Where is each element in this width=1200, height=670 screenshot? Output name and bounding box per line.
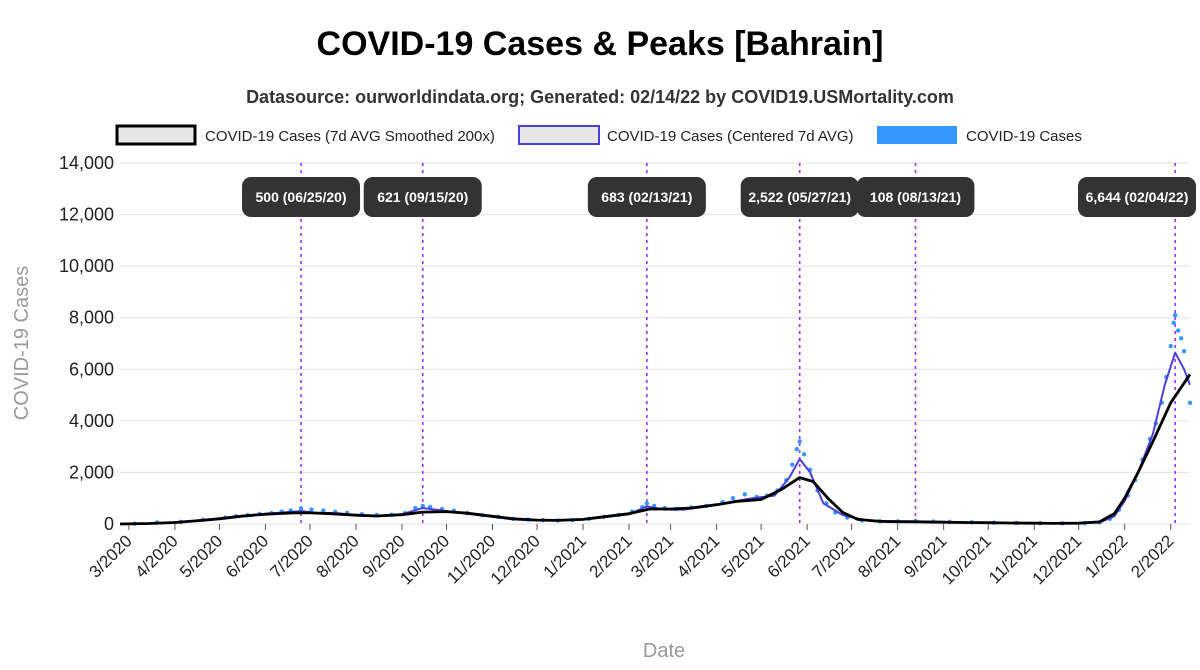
x-tick-label: 10/2020 <box>396 531 453 588</box>
peak-label: 108 (08/13/21) <box>856 177 975 217</box>
legend-label-cases: COVID-19 Cases <box>966 128 1082 145</box>
x-tick-label: 6/2020 <box>222 531 272 581</box>
case-point <box>797 439 802 444</box>
case-point <box>742 492 747 497</box>
peak-labels: 500 (06/25/20) 621 (09/15/20) 683 (02/13/2… <box>242 177 1196 217</box>
x-tick-label: 2/2022 <box>1127 531 1177 581</box>
x-tick-label: 1/2021 <box>540 531 590 581</box>
case-point <box>1181 349 1187 354</box>
case-point <box>309 507 314 512</box>
case-point <box>790 462 795 467</box>
peak-label-text: 2,522 (05/27/21) <box>748 189 851 205</box>
y-tick-label: 6,000 <box>69 359 114 379</box>
case-point <box>321 508 326 513</box>
case-point <box>420 503 425 509</box>
x-tick-label: 2/2021 <box>586 531 636 581</box>
case-point <box>644 501 650 506</box>
x-tick-label: 3/2021 <box>627 531 677 581</box>
case-point <box>794 447 799 452</box>
x-tick-label: 10/2021 <box>938 531 995 588</box>
x-tick-label: 4/2020 <box>132 531 182 581</box>
y-axis-title: COVID-19 Cases <box>11 266 33 421</box>
legend-swatch-smoothed <box>115 124 197 146</box>
peak-label: 500 (06/25/20) <box>242 177 361 217</box>
x-tick-label: 12/2020 <box>487 531 544 588</box>
cases-scatter <box>132 312 1193 526</box>
peak-label-box <box>1078 177 1196 217</box>
legend-swatch-centered <box>518 125 600 145</box>
x-tick-label: 7/2021 <box>808 531 858 581</box>
chart-subtitle: Datasource: ourworldindata.org; Generate… <box>246 87 954 107</box>
x-tick-label: 4/2021 <box>673 531 723 581</box>
case-point <box>1178 336 1184 341</box>
peak-label-text: 108 (08/13/21) <box>870 189 961 205</box>
peak-label-text: 6,644 (02/04/22) <box>1086 189 1189 205</box>
legend-label-centered: COVID-19 Cases (Centered 7d AVG) <box>607 128 854 145</box>
peak-label-box <box>740 177 859 217</box>
x-tick-label: 5/2020 <box>176 531 226 581</box>
x-tick-label: 3/2020 <box>86 531 136 581</box>
x-axis-ticks: 3/20204/20205/20206/20207/20208/20209/20… <box>86 524 1178 588</box>
legend-swatch-cases <box>877 126 957 144</box>
peak-label-text: 500 (06/25/20) <box>256 189 347 205</box>
y-axis-ticks: 0 2,000 4,000 6,000 8,000 10,000 12,000 14,000 <box>59 153 114 534</box>
x-tick-label: 1/2022 <box>1081 531 1131 581</box>
y-tick-label: 12,000 <box>59 205 114 225</box>
peak-label: 683 (02/13/21) <box>587 177 706 217</box>
legend: COVID-19 Cases (7d AVG Smoothed 200x) CO… <box>115 124 1082 146</box>
y-tick-label: 2,000 <box>69 462 114 482</box>
y-tick-label: 4,000 <box>69 411 114 431</box>
case-point <box>1187 400 1193 406</box>
y-tick-label: 10,000 <box>59 256 114 276</box>
peak-label: 2,522 (05/27/21) <box>740 177 859 217</box>
x-tick-label: 7/2020 <box>267 531 317 581</box>
x-tick-label: 12/2021 <box>1029 531 1086 588</box>
x-tick-label: 8/2020 <box>313 531 363 581</box>
peak-label-text: 621 (09/15/20) <box>377 189 468 205</box>
peak-lines <box>300 163 1176 524</box>
chart-title: COVID-19 Cases & Peaks [Bahrain] <box>317 25 884 63</box>
case-point <box>1175 328 1181 333</box>
grid <box>120 162 1190 525</box>
y-tick-label: 14,000 <box>59 153 114 173</box>
peak-label-box <box>363 177 482 217</box>
x-tick-label: 5/2021 <box>718 531 768 581</box>
case-point <box>801 452 807 457</box>
peak-label-box <box>587 177 706 217</box>
series-lines <box>119 351 1192 526</box>
case-point <box>1172 312 1178 318</box>
smoothed-avg-line <box>119 373 1192 526</box>
case-point <box>1168 343 1173 349</box>
peak-label-box <box>242 177 361 217</box>
legend-label-smoothed: COVID-19 Cases (7d AVG Smoothed 200x) <box>205 128 495 145</box>
peak-label: 621 (09/15/20) <box>363 177 482 217</box>
x-tick-label: 8/2021 <box>854 531 904 581</box>
x-tick-label: 6/2021 <box>764 531 814 581</box>
case-point <box>730 496 736 501</box>
case-point <box>298 506 304 511</box>
peak-label-box <box>856 177 975 217</box>
centered-avg-line <box>119 351 1191 525</box>
x-axis-title: Date <box>643 640 685 662</box>
peak-label-text: 683 (02/13/21) <box>601 189 692 205</box>
case-point <box>1171 320 1176 326</box>
peak-label: 6,644 (02/04/22) <box>1078 177 1196 217</box>
y-tick-label: 8,000 <box>69 308 114 328</box>
y-tick-label: 0 <box>104 514 114 534</box>
